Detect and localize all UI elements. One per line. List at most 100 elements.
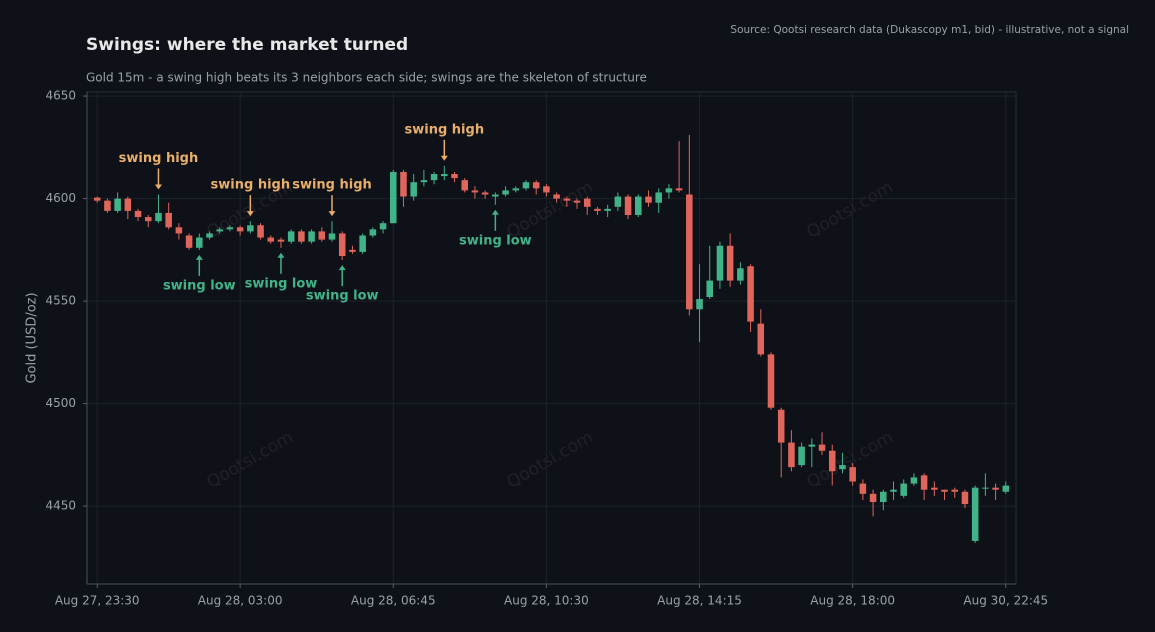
candle-body [839, 465, 846, 470]
candle-body [686, 194, 693, 310]
annotation-arrowhead [246, 211, 254, 217]
candle-body [737, 268, 744, 281]
candle-body [920, 475, 928, 490]
annotation-arrowhead [277, 252, 285, 258]
candle-body [798, 446, 805, 466]
x-tick-label: Aug 28, 06:45 [351, 594, 436, 608]
candle-body [1002, 485, 1010, 492]
candle-body [951, 489, 959, 492]
annotation-arrowhead [195, 254, 203, 260]
candle-body [696, 299, 703, 310]
candle-body [155, 212, 162, 222]
candle-body [134, 210, 142, 218]
candle-body [410, 182, 417, 197]
y-tick-label: 4450 [45, 499, 76, 513]
candle-body [992, 487, 999, 490]
candle-body [236, 227, 244, 232]
annotation-label: swing high [292, 178, 372, 193]
candle-body [971, 487, 979, 541]
candle-body [247, 225, 254, 232]
annotation-arrowhead [338, 265, 346, 271]
candle-body [104, 200, 111, 211]
candle-body [941, 489, 948, 492]
candle-body [257, 225, 264, 238]
annotation-label: swing high [211, 178, 291, 193]
candle-body [379, 223, 387, 230]
source-note: Source: Qootsi research data (Dukascopy … [730, 24, 1129, 36]
candle-body [359, 235, 366, 252]
candle-body [216, 229, 223, 232]
candle-body [563, 198, 571, 201]
candle-body [328, 233, 336, 240]
candle-body [961, 491, 969, 505]
candle-body [706, 280, 714, 297]
candle-body [635, 196, 642, 215]
candle-body [512, 188, 520, 191]
chart-subtitle: Gold 15m - a swing high beats its 3 neig… [86, 71, 647, 85]
candle-body [675, 188, 683, 191]
y-tick-label: 4600 [45, 191, 76, 205]
annotation-arrowhead [154, 184, 162, 190]
candle-body [859, 483, 867, 494]
candle-body [532, 182, 540, 189]
candle-body [910, 477, 918, 484]
candle-body [226, 227, 234, 230]
candle-body [338, 233, 346, 256]
candle-body [543, 186, 550, 193]
annotation-arrowhead [491, 209, 499, 215]
x-tick-label: Aug 28, 14:15 [657, 594, 742, 608]
annotation-arrowhead [328, 211, 336, 217]
annotation-label: swing high [405, 122, 485, 137]
x-tick-label: Aug 28, 03:00 [198, 594, 283, 608]
y-axis-label: Gold (USD/oz) [25, 292, 40, 383]
candle-body [767, 354, 775, 408]
candle-body [471, 190, 479, 193]
candle-body [93, 197, 101, 201]
candle-body [818, 444, 826, 451]
plot-area [86, 91, 1017, 585]
candle-body [298, 231, 305, 242]
candle-body [389, 171, 397, 224]
candle-body [124, 198, 132, 211]
candle-body [594, 208, 601, 211]
candle-body [553, 194, 560, 199]
y-tick-label: 4650 [45, 89, 76, 103]
candle-body [502, 190, 509, 195]
candle-body [716, 245, 724, 281]
candle-body [828, 450, 836, 472]
candle-body [308, 231, 315, 242]
candle-body [420, 180, 428, 183]
candle-body [931, 487, 938, 490]
candle-body [869, 493, 877, 502]
candle-body [604, 208, 611, 211]
candle-body [900, 483, 907, 496]
annotation-label: swing high [119, 151, 199, 166]
candle-body [400, 171, 407, 197]
candle-body [665, 188, 673, 193]
candle-body [645, 196, 652, 203]
x-tick-label: Aug 30, 22:45 [963, 594, 1048, 608]
candle-body [726, 245, 734, 281]
candle-body [430, 174, 438, 181]
x-tick-label: Aug 28, 10:30 [504, 594, 589, 608]
candle-body [481, 192, 489, 195]
y-tick-label: 4550 [45, 294, 76, 308]
candle-body [890, 489, 897, 492]
candle-body [655, 192, 662, 203]
x-tick-label: Aug 27, 23:30 [55, 594, 140, 608]
candle-body [277, 239, 285, 242]
candle-body [757, 323, 765, 355]
x-tick-label: Aug 28, 18:00 [810, 594, 895, 608]
candle-body [114, 198, 121, 211]
candle-body [461, 180, 468, 191]
candle-body [522, 182, 530, 189]
candle-body [492, 194, 499, 197]
annotation-label: swing low [306, 289, 379, 304]
annotation-label: swing low [459, 233, 532, 248]
candle-body [165, 212, 172, 228]
candle-body [624, 196, 632, 215]
candle-body [880, 491, 887, 502]
candle-body [185, 235, 193, 248]
candle-body [849, 467, 856, 482]
